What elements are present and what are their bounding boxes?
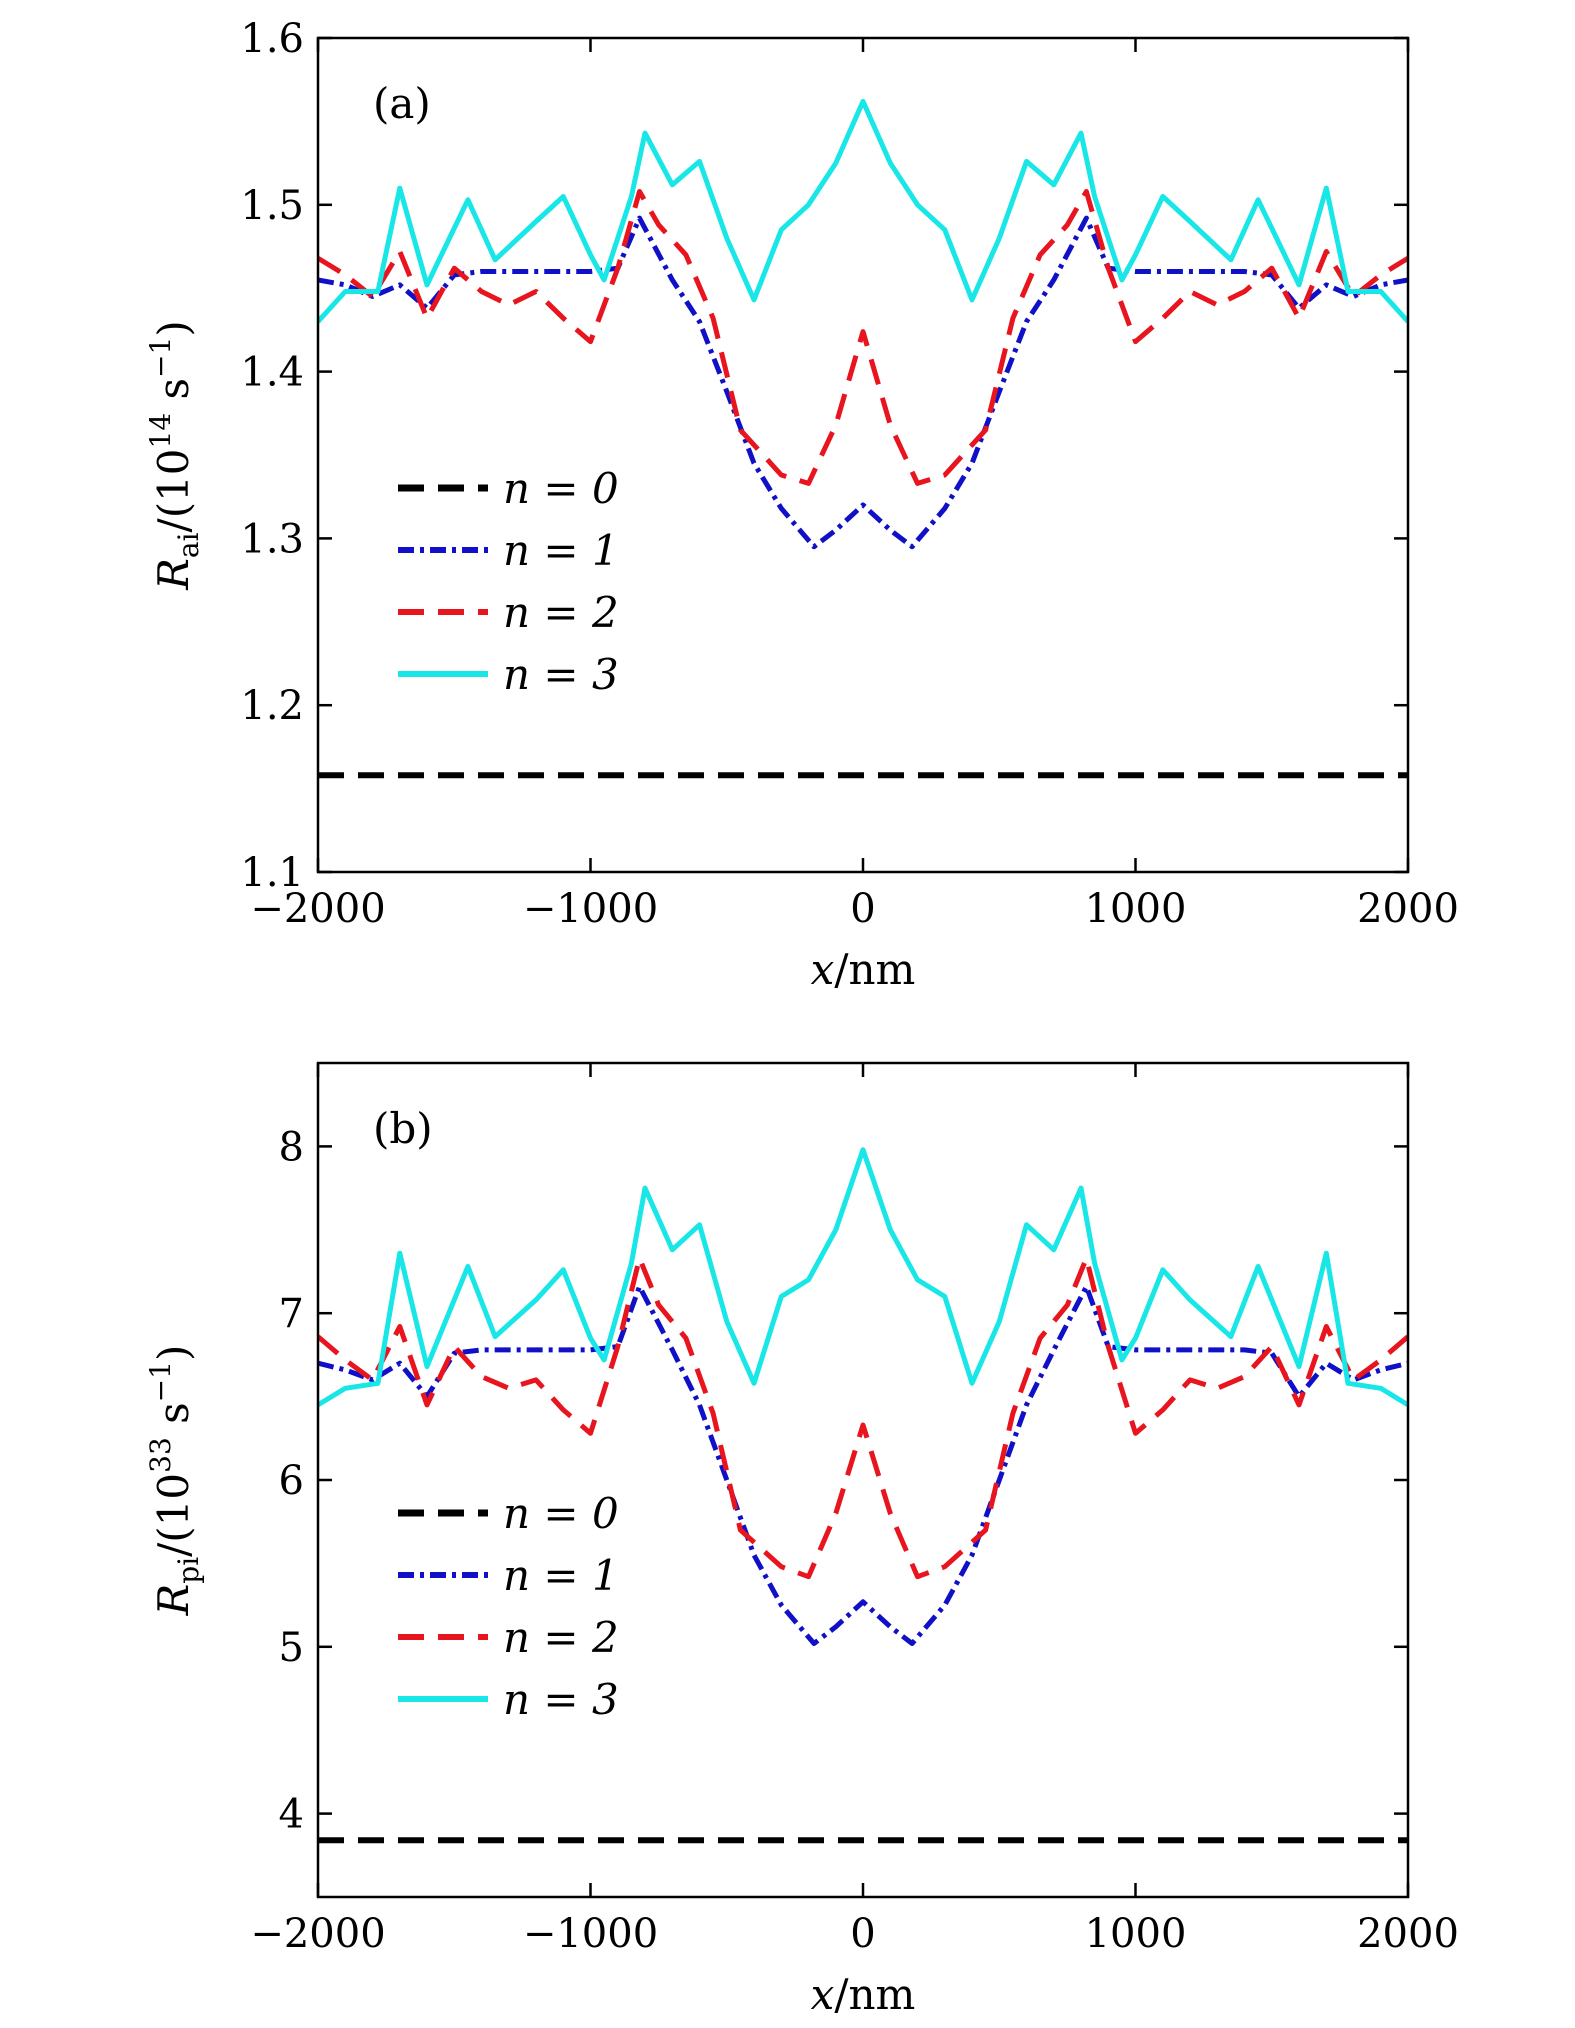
legend-label-n1: n = 1 xyxy=(503,526,619,575)
y-axis-mid: s xyxy=(149,378,198,413)
plot-frame xyxy=(316,36,1410,874)
legend: n = 0 n = 1 n = 2 n = 3 xyxy=(398,464,619,699)
series-line-n2 xyxy=(318,1255,1408,1580)
x-tick-label: 1000 xyxy=(1085,886,1187,932)
y-tick-label: 1.6 xyxy=(240,16,304,62)
x-axis-var: x xyxy=(811,1970,835,2019)
y-axis-mid: s xyxy=(149,1402,198,1437)
y-tick-label: 7 xyxy=(279,1291,304,1337)
y-axis-pre: /(10 xyxy=(149,1473,198,1557)
y-tick-label: 1.5 xyxy=(240,183,304,229)
series-line-n3 xyxy=(318,1147,1408,1408)
panel-b: −2000 −1000 0 1000 2000 4 5 6 7 8 (b) x/nm Rpi/(1033… xyxy=(144,1061,1459,2019)
x-tick-label: 0 xyxy=(850,1911,875,1957)
x-tick-label: 0 xyxy=(850,886,875,932)
panel-a: −2000 −1000 0 1000 2000 1.1 1.2 1.3 1.4 1.5 1.6 (a)… xyxy=(144,16,1459,994)
plot-area xyxy=(318,1147,1408,1844)
x-tick-label: −2000 xyxy=(250,886,385,932)
y-axis-post: ) xyxy=(149,320,198,336)
plot-frame xyxy=(316,1061,1410,1899)
y-tick-label: 8 xyxy=(279,1124,304,1170)
x-tick-label: 1000 xyxy=(1085,1911,1187,1957)
x-axis-label: x/nm xyxy=(811,1970,916,2019)
y-tick-label: 4 xyxy=(279,1792,304,1838)
y-axis-label: Rai/(1014 s−1) xyxy=(144,320,205,590)
legend-label-n3: n = 3 xyxy=(503,1675,619,1724)
y-tick-label: 5 xyxy=(279,1625,304,1671)
legend: n = 0 n = 1 n = 2 n = 3 xyxy=(398,1489,619,1724)
y-tick-label: 1.1 xyxy=(240,850,304,896)
legend-label-n0: n = 0 xyxy=(503,1489,619,1538)
y-tick-label: 6 xyxy=(279,1458,304,1504)
y-axis-sup2: −1 xyxy=(144,1361,177,1402)
legend-label-n2: n = 2 xyxy=(503,588,619,637)
y-tick-label: 1.3 xyxy=(240,516,304,562)
y-axis-var: R xyxy=(149,1584,198,1617)
legend-label-n3: n = 3 xyxy=(503,650,619,699)
y-tick-label: 1.2 xyxy=(240,683,304,729)
y-axis-label: Rpi/(1033 s−1) xyxy=(144,1345,205,1617)
legend-label-n2: n = 2 xyxy=(503,1613,619,1662)
x-tick-label: −1000 xyxy=(523,1911,658,1957)
y-axis-sup: 14 xyxy=(144,413,177,449)
x-axis-unit: /nm xyxy=(834,1970,915,2019)
legend-label-n1: n = 1 xyxy=(503,1551,619,1600)
legend-label-n0: n = 0 xyxy=(503,464,619,513)
y-tick-label: 1.4 xyxy=(240,350,304,396)
series-line-n1 xyxy=(318,1284,1408,1646)
panel-label: (b) xyxy=(373,1104,433,1153)
x-axis-label: x/nm xyxy=(811,945,916,994)
y-axis-sub: pi xyxy=(172,1557,205,1584)
y-axis-sub: ai xyxy=(172,532,205,558)
x-axis-var: x xyxy=(811,945,835,994)
y-axis-post: ) xyxy=(149,1345,198,1361)
x-tick-label: 2000 xyxy=(1357,886,1459,932)
series-line-n3 xyxy=(318,98,1408,324)
panel-label: (a) xyxy=(373,79,431,128)
plot-area xyxy=(318,98,1408,779)
x-axis-unit: /nm xyxy=(834,945,915,994)
x-tick-label: −2000 xyxy=(250,1911,385,1957)
y-axis-sup: 33 xyxy=(144,1437,177,1473)
series-line-n2 xyxy=(318,189,1408,486)
y-axis-var: R xyxy=(149,558,198,591)
y-axis-sup2: −1 xyxy=(144,337,177,378)
series-line-n1 xyxy=(318,215,1408,550)
y-axis-pre: /(10 xyxy=(149,448,198,532)
x-tick-label: −1000 xyxy=(523,886,658,932)
x-tick-label: 2000 xyxy=(1357,1911,1459,1957)
